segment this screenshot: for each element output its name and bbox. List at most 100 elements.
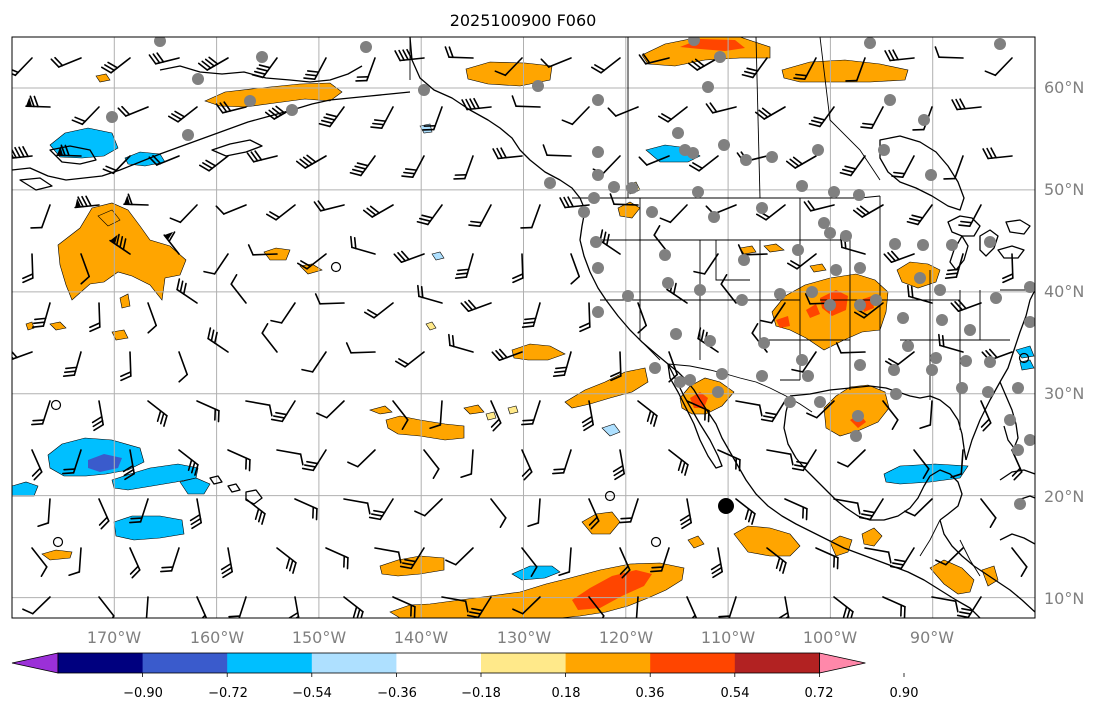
colorbar-segment	[481, 653, 567, 673]
wind-barb	[461, 97, 492, 111]
lon-label: 100°W	[803, 628, 858, 647]
wind-barb	[245, 498, 266, 525]
wind-barb	[466, 596, 492, 618]
latitude-labels: 60°N 50°N 40°N 30°N 20°N 10°N	[1044, 78, 1084, 608]
station-dot	[853, 189, 865, 201]
station-dot	[902, 340, 914, 352]
lon-label: 110°W	[701, 628, 756, 647]
wind-barb	[31, 449, 43, 481]
wind-barb	[610, 351, 622, 382]
wind-barb	[109, 233, 131, 255]
calm-circle	[604, 490, 616, 502]
station-dot	[738, 254, 750, 266]
station-dot	[702, 81, 714, 93]
wind-barb	[423, 449, 440, 480]
wind-barb	[619, 547, 631, 579]
colorbar-tick-label: −0.90	[123, 686, 163, 701]
station-dots	[50, 37, 1035, 548]
wind-barb	[98, 596, 115, 618]
wind-barb	[370, 106, 394, 129]
wind-barb	[394, 48, 425, 62]
anomaly-region	[809, 263, 827, 273]
wind-barb	[313, 200, 345, 212]
wind-barb	[350, 235, 376, 255]
wind-barb	[62, 351, 82, 377]
wind-barb	[766, 449, 794, 466]
station-dot	[934, 284, 946, 296]
wind-barb	[793, 57, 817, 80]
coastline	[999, 533, 1035, 545]
wind-barb	[951, 98, 982, 111]
wind-barb	[735, 498, 756, 525]
anomaly-region	[119, 293, 131, 309]
wind-barb	[521, 547, 538, 578]
wind-barb	[316, 400, 345, 419]
coastline	[211, 139, 263, 157]
wind-barb	[710, 547, 723, 579]
colorbar-tick-label: 0.36	[636, 686, 665, 701]
station-dot	[888, 364, 900, 376]
colorbar	[11, 652, 905, 677]
wind-barb	[638, 155, 670, 166]
station-dot	[1014, 498, 1026, 510]
station-dot	[418, 84, 430, 96]
station-dot	[718, 139, 730, 151]
wind-barb	[100, 57, 131, 74]
wind-barb	[612, 449, 625, 481]
anomaly-region	[389, 562, 685, 618]
wind-barb	[668, 449, 689, 476]
wind-barb	[919, 400, 933, 430]
wind-barb	[129, 498, 149, 524]
wind-barb	[786, 253, 817, 270]
wind-barb	[619, 498, 639, 524]
station-dot	[854, 262, 866, 274]
wind-barb	[590, 57, 621, 74]
station-dot	[626, 182, 638, 194]
lon-label: 130°W	[497, 628, 552, 647]
wind-barb	[347, 449, 376, 468]
station-dot	[714, 51, 726, 63]
wind-barb	[659, 204, 688, 224]
colorbar-segment	[565, 653, 651, 673]
wind-barb	[950, 299, 982, 313]
wind-barb	[982, 147, 1013, 160]
wind-barb	[198, 155, 229, 172]
wind-barb	[414, 498, 443, 517]
station-dot	[736, 294, 748, 306]
wind-barb	[454, 253, 474, 279]
wind-barb	[785, 155, 817, 169]
station-dot	[588, 192, 600, 204]
station-dot	[828, 186, 840, 198]
wind-barb	[448, 333, 474, 353]
anomaly-region	[511, 343, 566, 361]
wind-barb	[906, 204, 933, 226]
station-dot	[925, 169, 937, 181]
wind-barb	[891, 155, 915, 178]
wind-barb	[207, 327, 229, 353]
station-dot	[674, 376, 686, 388]
longitude-labels: 170°W 160°W 150°W 140°W 130°W 120°W 110°…	[87, 628, 954, 647]
wind-barb	[741, 57, 768, 79]
wind-barb	[429, 400, 443, 430]
wind-barb	[31, 400, 51, 426]
station-dot	[946, 239, 958, 251]
border-line	[819, 37, 881, 181]
wind-barb	[301, 449, 327, 472]
coastline	[667, 363, 723, 469]
station-dot	[852, 410, 864, 422]
anomaly-region	[781, 59, 909, 83]
wind-barb	[552, 351, 572, 377]
wind-barb	[760, 400, 786, 423]
station-dot	[806, 286, 818, 298]
wind-barb	[349, 155, 376, 177]
anomaly-region	[687, 535, 705, 549]
wind-barb	[521, 449, 533, 481]
colorbar-tick-label: −0.36	[377, 686, 417, 701]
station-dot	[694, 284, 706, 296]
anomaly-region	[739, 245, 757, 255]
wind-barb	[686, 596, 698, 618]
station-dot	[774, 288, 786, 300]
colorbar-frame	[57, 652, 820, 674]
wind-barb	[527, 498, 541, 528]
station-dot	[704, 335, 716, 347]
